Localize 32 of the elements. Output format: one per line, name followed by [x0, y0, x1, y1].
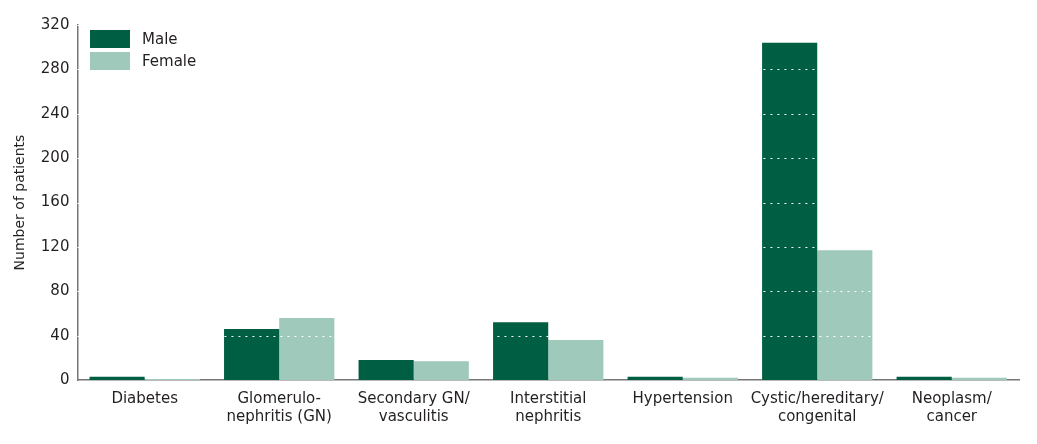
bar: [89, 376, 145, 380]
y-axis-title: Number of patients: [11, 134, 28, 271]
y-tick-label: 80: [50, 281, 70, 300]
y-tick-label: 160: [40, 192, 70, 211]
legend-label: Female: [142, 52, 197, 70]
x-tick-label: Glomerulo- nephritis (GN): [226, 388, 332, 425]
bar: [896, 376, 952, 380]
y-tick-label: 320: [40, 14, 70, 33]
x-tick-label: Hypertension: [632, 388, 733, 407]
y-tick-label: 40: [50, 325, 70, 344]
bar: [279, 317, 335, 380]
bar: [627, 376, 683, 380]
x-tick-label: Secondary GN/ vasculitis: [357, 388, 471, 425]
bar: [762, 42, 818, 380]
bar: [951, 377, 1007, 380]
x-tick-label: Neoplasm/ cancer: [911, 388, 993, 425]
bar: [358, 360, 414, 380]
bar: [413, 361, 469, 380]
bar: [224, 328, 280, 380]
bar: [493, 322, 549, 380]
y-tick-label: 240: [40, 103, 70, 122]
x-tick-label: Cystic/hereditary/ congenital: [750, 388, 885, 425]
y-tick-label: 0: [59, 369, 70, 388]
y-tick-label: 280: [40, 59, 70, 78]
x-tick-label: Diabetes: [111, 388, 179, 407]
bar: [817, 250, 873, 380]
y-tick-label: 120: [40, 236, 70, 255]
bar: [548, 340, 604, 380]
bar: [682, 377, 738, 380]
y-tick-label: 200: [40, 148, 70, 167]
legend-label: Male: [142, 30, 178, 48]
x-tick-label: Interstitial nephritis: [509, 388, 587, 425]
